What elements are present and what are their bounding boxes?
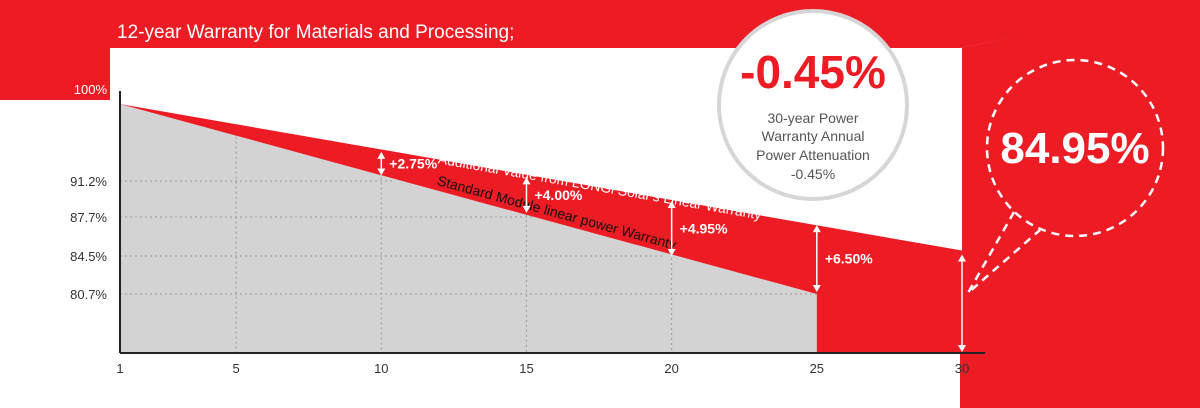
gap-arrowhead-top [812,225,821,233]
y-tick-label: 80.7% [70,287,107,302]
gap-label: +2.75% [389,156,437,172]
title-line-2: 30-year Warranty for Extra Linear Power … [117,47,520,68]
gap-arrowhead-top [522,177,531,185]
gap-arrowhead-bottom [812,285,821,292]
gap-arrowhead-top [667,201,676,208]
gap-arrowhead-bottom [522,205,531,213]
callout-bubble: 84.95% [966,58,1165,294]
gap-label: +4.95% [680,220,728,236]
y-tick-label: 98% [81,97,107,112]
badge-line-1: 30-year Power [767,110,858,126]
end-arrowhead-bottom [958,345,966,352]
gap-label: +4.00% [534,187,582,203]
attenuation-badge: -0.45% 30-year Power Warranty Annual Pow… [717,9,909,201]
gap-arrowhead-top [377,151,386,159]
badge-value: -0.45% [740,46,886,98]
standard-warranty-area [120,104,817,353]
y-tick-label: 87.7% [70,210,107,225]
gap-label: +6.50% [825,251,873,267]
callout-tail [966,211,1041,294]
x-tick-label: 15 [519,361,533,376]
x-tick-label: 1 [116,361,123,376]
gap-arrowhead-bottom [667,248,676,256]
callout-value: 84.95% [1000,124,1149,173]
x-tick-label: 20 [664,361,678,376]
x-tick-label: 10 [374,361,388,376]
badge-line-2: Warranty Annual [762,128,865,144]
end-arrowhead-top [958,254,966,262]
header-band [0,0,1200,100]
badge-circle [717,9,909,201]
y-tick-label: 84.5% [70,249,107,264]
x-tick-label: 25 [810,361,824,376]
badge-line-4: -0.45% [791,166,835,182]
gap-arrowhead-bottom [377,168,386,176]
x-tick-label: 5 [233,361,240,376]
right-band [960,0,1200,408]
callout-circle [985,58,1165,238]
x-tick-label: 30 [955,361,969,376]
title-line-1: 12-year Warranty for Materials and Proce… [117,22,515,43]
badge-line-3: Power Attenuation [756,147,870,163]
y-tick-label: 100% [74,82,108,97]
y-tick-label: 91.2% [70,174,107,189]
